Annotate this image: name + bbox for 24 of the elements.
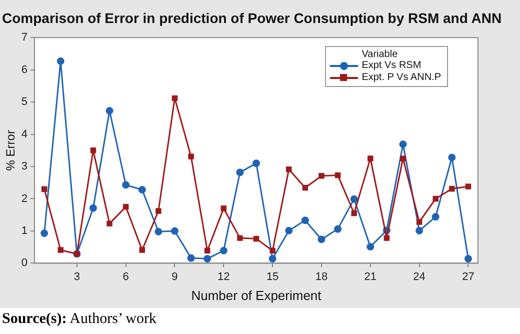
y-tick-label: 5 (21, 96, 28, 108)
x-tick-label: 3 (74, 270, 80, 283)
x-tick-label: 9 (172, 270, 178, 283)
y-axis-title: % Error (4, 130, 18, 171)
x-tick-label: 27 (462, 270, 474, 283)
x-tick-label: 24 (413, 270, 426, 283)
y-tick-label: 6 (21, 64, 28, 76)
x-tick-label: 12 (218, 270, 230, 283)
x-tick-label: 6 (122, 270, 129, 283)
y-tick-label: 2 (21, 192, 28, 205)
y-tick-label: 7 (21, 32, 28, 44)
source-note: Source(s): Authors’ work (2, 311, 156, 328)
legend-label: Expt. P Vs ANN.P (362, 72, 441, 84)
x-tick-label: 18 (315, 270, 328, 283)
x-axis-title: Number of Experiment (191, 288, 322, 303)
legend-title: Variable (360, 48, 399, 60)
y-tick-label: 3 (21, 160, 28, 173)
x-tick-label: 21 (364, 270, 377, 283)
legend-label: Expt Vs RSM (362, 60, 422, 72)
chart-title: Comparison of Error in prediction of Power Consumption by RSM and ANN (2, 10, 502, 26)
x-tick-label: 15 (266, 270, 279, 283)
y-tick-label: 1 (21, 225, 28, 238)
y-tick-label: 0 (21, 257, 28, 270)
y-tick-label: 4 (21, 128, 28, 140)
